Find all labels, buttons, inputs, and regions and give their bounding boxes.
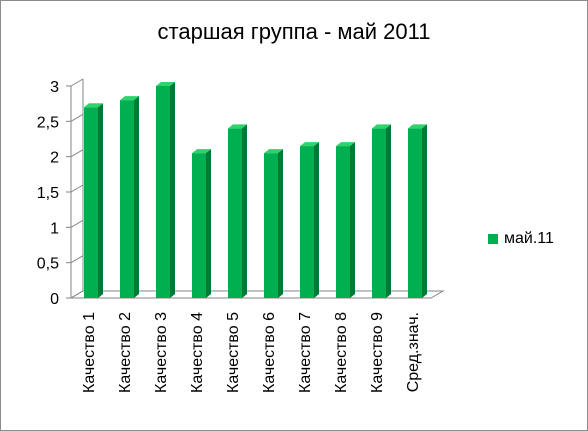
- bar: [264, 149, 283, 298]
- bar-front: [372, 128, 386, 298]
- bar-front: [408, 128, 422, 298]
- y-tick-label: 1,5: [37, 185, 59, 202]
- legend-swatch: [488, 234, 498, 244]
- y-tick-label: 3: [50, 79, 59, 96]
- y-tick-label: 1: [50, 220, 59, 237]
- bar-top: [120, 96, 139, 101]
- x-tick-label: Качество 3: [153, 312, 170, 393]
- y-tick-label: 0: [50, 291, 59, 308]
- legend: май.11: [488, 230, 554, 248]
- bar-top: [192, 149, 211, 154]
- y-tick-depth: [70, 149, 84, 158]
- y-tick-depth: [70, 113, 84, 122]
- bar-front: [192, 153, 206, 298]
- y-tick-depth: [70, 184, 84, 193]
- bar-side: [422, 124, 427, 299]
- x-tick-label: Качество 5: [225, 312, 242, 393]
- x-tick-label: Качество 6: [261, 312, 278, 393]
- bar-top: [264, 149, 283, 154]
- bar: [228, 124, 247, 299]
- bar-top: [408, 124, 427, 129]
- bar: [408, 124, 427, 299]
- bar: [300, 142, 319, 298]
- y-tick-depth: [70, 290, 84, 299]
- bar-side: [278, 149, 283, 298]
- bar-front: [300, 146, 314, 298]
- bar-side: [242, 124, 247, 299]
- bar-front: [336, 146, 350, 298]
- bar: [84, 103, 103, 298]
- bar-side: [134, 96, 139, 298]
- bar-top: [372, 124, 391, 129]
- bar-top: [336, 142, 355, 147]
- bar: [192, 149, 211, 298]
- bar-side: [206, 149, 211, 298]
- y-tick-label: 2,5: [37, 114, 59, 131]
- x-tick-label: Качество 1: [81, 312, 98, 393]
- chart-title: старшая группа - май 2011: [157, 19, 431, 44]
- bar: [336, 142, 355, 298]
- y-tick-depth: [70, 78, 84, 87]
- bar-top: [300, 142, 319, 147]
- bar: [156, 82, 175, 298]
- x-tick-label: Сред.знач.: [405, 312, 422, 392]
- y-tick-label: 0,5: [37, 256, 59, 273]
- y-tick-depth: [70, 255, 84, 264]
- legend-label: май.11: [504, 230, 554, 247]
- bar-front: [120, 100, 134, 298]
- x-tick-label: Качество 4: [189, 312, 206, 393]
- bar-front: [84, 107, 98, 298]
- x-tick-label: Качество 2: [117, 312, 134, 393]
- bar-side: [98, 103, 103, 298]
- bar-side: [314, 142, 319, 298]
- bar-top: [228, 124, 247, 129]
- bar-side: [386, 124, 391, 299]
- bar-side: [350, 142, 355, 298]
- bar-front: [228, 128, 242, 298]
- bar: [120, 96, 139, 298]
- bar-top: [84, 103, 103, 108]
- bar-front: [264, 153, 278, 298]
- y-tick-label: 2: [50, 150, 59, 167]
- bar-front: [156, 86, 170, 298]
- bar-top: [156, 82, 175, 86]
- y-tick-depth: [70, 219, 84, 228]
- x-tick-label: Качество 9: [369, 312, 386, 393]
- bar-side: [170, 82, 175, 298]
- x-tick-label: Качество 8: [333, 312, 350, 393]
- bar: [372, 124, 391, 299]
- x-tick-label: Качество 7: [297, 312, 314, 393]
